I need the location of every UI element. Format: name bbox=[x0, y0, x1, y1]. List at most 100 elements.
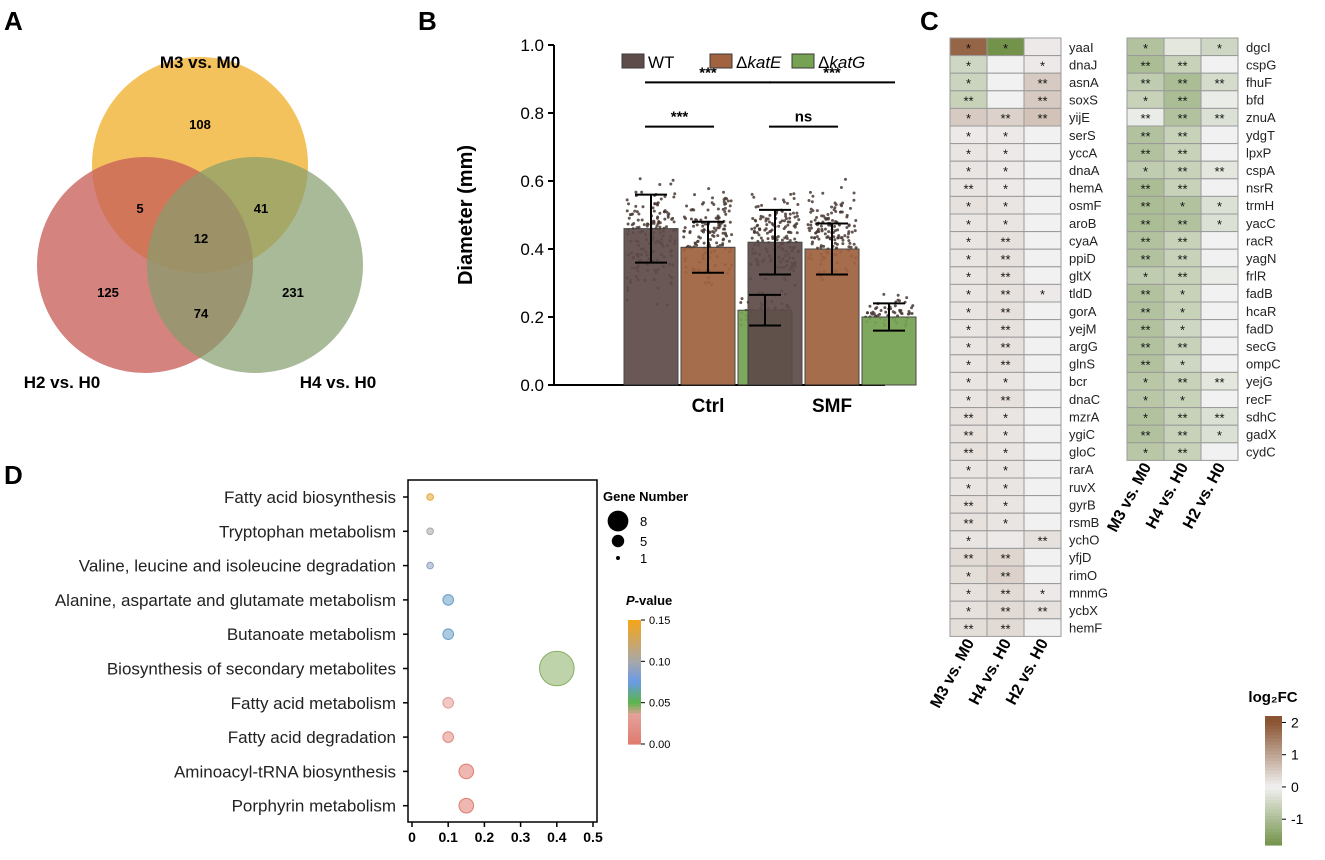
colorbar-tick-label: 1 bbox=[1291, 747, 1299, 763]
bar-data-point bbox=[848, 241, 852, 245]
heatmap-cell-right bbox=[1200, 90, 1239, 109]
bar-data-point bbox=[839, 203, 843, 207]
heatmap-star: * bbox=[966, 129, 971, 144]
heatmap-gene-label: cyaA bbox=[1069, 233, 1098, 248]
bar-data-point bbox=[788, 220, 792, 224]
heatmap-star: * bbox=[966, 164, 971, 179]
bar-data-point bbox=[750, 192, 754, 196]
bar-data-point bbox=[832, 235, 836, 239]
bar-data-point bbox=[900, 312, 904, 316]
venn-count-m3-h2: 5 bbox=[136, 201, 143, 216]
bar-data-point bbox=[808, 190, 812, 194]
bar-data-point bbox=[809, 226, 813, 230]
bar-data-point bbox=[898, 308, 902, 312]
bar-data-point bbox=[725, 197, 729, 201]
bar-data-point bbox=[780, 219, 784, 223]
bubble-point bbox=[442, 731, 455, 743]
colorbar-segment bbox=[1265, 812, 1282, 817]
heatmap-gene-label: dnaJ bbox=[1069, 57, 1097, 72]
heatmap-cell-left bbox=[1023, 143, 1062, 162]
bar-data-point bbox=[810, 200, 814, 204]
bar-data-point bbox=[810, 236, 814, 240]
bar-legend-label-prefix: WT bbox=[648, 53, 674, 72]
pvalue-legend-segment bbox=[628, 731, 641, 736]
pvalue-legend-segment bbox=[628, 620, 641, 624]
bar-data-point bbox=[739, 300, 743, 304]
bar-data-point bbox=[767, 220, 771, 224]
heatmap-cell-right bbox=[1200, 336, 1239, 356]
heatmap-star: ** bbox=[1214, 164, 1224, 179]
bar-data-point bbox=[791, 211, 795, 215]
bar-data-point bbox=[837, 234, 841, 238]
heatmap-gene-label: gadX bbox=[1246, 427, 1277, 442]
bar-data-point bbox=[836, 236, 840, 240]
colorbar-segment bbox=[1265, 793, 1282, 798]
heatmap-star: * bbox=[966, 270, 971, 285]
colorbar-segment bbox=[1265, 790, 1282, 794]
bar-data-point bbox=[658, 183, 662, 187]
pvalue-legend-segment bbox=[628, 657, 641, 661]
bar-data-point bbox=[793, 215, 797, 219]
bar-data-point bbox=[839, 210, 843, 214]
heatmap-gene-label: racR bbox=[1246, 233, 1273, 248]
size-legend-label: 8 bbox=[640, 514, 647, 529]
heatmap-star: ** bbox=[963, 410, 973, 425]
bar-data-point bbox=[723, 210, 727, 214]
pvalue-legend-title-suffix: -value bbox=[635, 593, 673, 608]
heatmap-star: * bbox=[966, 569, 971, 584]
bar-significance: *** *** *** ns bbox=[645, 64, 895, 128]
bar-data-point bbox=[830, 211, 834, 215]
bar-data-point bbox=[870, 312, 874, 316]
bar-data-point bbox=[759, 214, 763, 218]
heatmap-cell-right bbox=[1200, 283, 1239, 303]
bar-data-point bbox=[784, 217, 788, 221]
colorbar-segment bbox=[1265, 748, 1282, 753]
bar-data-point bbox=[638, 177, 642, 181]
bar-data-point bbox=[765, 231, 769, 235]
bar-data-point bbox=[723, 206, 727, 210]
bar-data-point bbox=[785, 201, 789, 205]
heatmap-star: * bbox=[1003, 463, 1008, 478]
colorbar-tick-label: -1 bbox=[1291, 811, 1304, 827]
bar-data-point bbox=[645, 222, 649, 226]
bar-data-point bbox=[640, 218, 644, 222]
bar-data-point bbox=[809, 210, 813, 214]
bar-data-point bbox=[721, 231, 725, 235]
heatmap-gene-label: yccA bbox=[1069, 145, 1098, 160]
heatmap-star: ** bbox=[1000, 234, 1010, 249]
heatmap-star: ** bbox=[1177, 252, 1187, 267]
heatmap-star: * bbox=[1003, 182, 1008, 197]
heatmap-cell-left bbox=[1023, 371, 1062, 391]
bar-data-point bbox=[696, 240, 700, 244]
bar-data-point bbox=[819, 224, 823, 228]
pvalue-legend-tick-label: 0.10 bbox=[649, 656, 670, 668]
bar-data-point bbox=[797, 218, 801, 222]
bubble-point bbox=[458, 763, 475, 780]
panel-label-a: A bbox=[4, 6, 23, 36]
pvalue-legend-segment bbox=[628, 675, 641, 680]
bar-x-tick-label: Ctrl bbox=[692, 396, 725, 417]
heatmap-gene-label: trmH bbox=[1246, 198, 1274, 213]
bar-data-point bbox=[707, 187, 711, 191]
bar-data-point bbox=[627, 202, 631, 206]
heatmap-gene-label: nsrR bbox=[1246, 181, 1273, 196]
heatmap-star: * bbox=[1143, 270, 1148, 285]
heatmap-cell-left bbox=[1023, 336, 1062, 356]
heatmap-star: * bbox=[1003, 446, 1008, 461]
bar-data-point bbox=[752, 195, 756, 199]
heatmap-star: * bbox=[1003, 498, 1008, 513]
bubble-x-tick-label: 0.4 bbox=[547, 829, 567, 845]
bar-data-point bbox=[796, 202, 800, 206]
heatmap-star: * bbox=[1217, 199, 1222, 214]
bar-data-point bbox=[727, 209, 731, 213]
pvalue-legend-segment bbox=[628, 688, 641, 692]
pvalue-legend-segment bbox=[628, 737, 641, 742]
colorbar-segment bbox=[1265, 738, 1282, 743]
bar-data-point bbox=[640, 190, 644, 194]
bar-data-point bbox=[692, 208, 696, 212]
heatmap-star: * bbox=[966, 534, 971, 549]
bar-data-point bbox=[783, 225, 787, 229]
heatmap-gene-label: yejM bbox=[1069, 321, 1096, 336]
heatmap-gene-label: ydgT bbox=[1246, 128, 1275, 143]
